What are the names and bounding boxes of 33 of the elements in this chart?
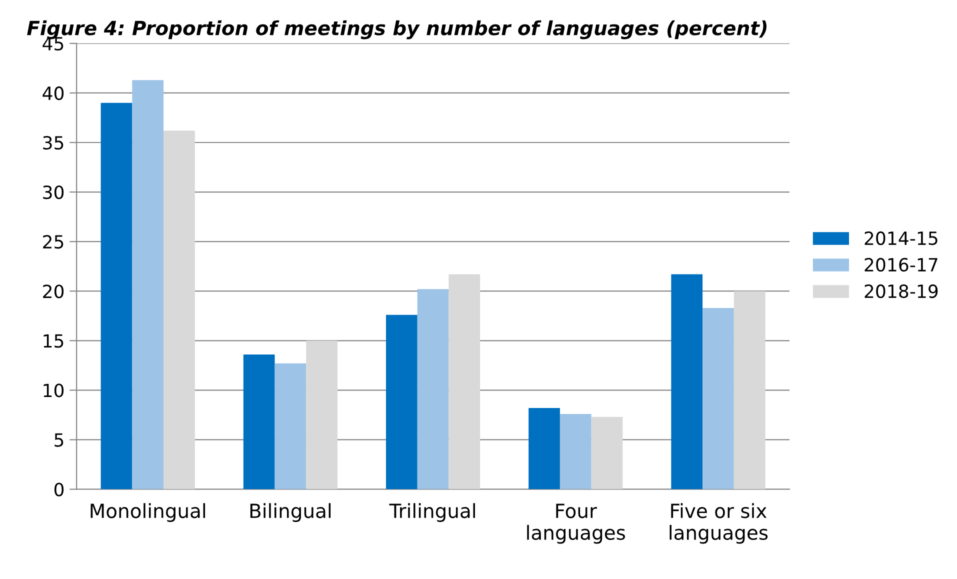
bar bbox=[702, 308, 734, 490]
bar bbox=[671, 274, 703, 490]
y-tick-label: 40 bbox=[42, 86, 64, 100]
y-tick-label: 35 bbox=[43, 136, 64, 150]
x-tick-label: Five or six languages bbox=[670, 503, 768, 544]
bar bbox=[164, 130, 195, 490]
legend-label: 2014-15 bbox=[864, 231, 938, 246]
y-tick-label: 25 bbox=[43, 235, 64, 249]
y-tick-label: 10 bbox=[44, 384, 64, 398]
y-tick-label: 0 bbox=[54, 482, 64, 496]
bar bbox=[274, 363, 306, 490]
bar bbox=[528, 408, 560, 490]
legend-label: 2016-17 bbox=[864, 258, 938, 272]
y-tick-label: 15 bbox=[44, 334, 64, 348]
chart-title: Figure 4: Proportion of meetings by number of languages (percent) bbox=[27, 20, 766, 40]
bar bbox=[100, 102, 132, 490]
bar bbox=[448, 274, 480, 490]
bar bbox=[306, 340, 338, 490]
y-tick-label: 5 bbox=[54, 433, 64, 447]
x-tick-label: Monolingual bbox=[90, 503, 206, 522]
bar bbox=[560, 414, 592, 490]
bar bbox=[591, 416, 623, 490]
legend-label: 2018-19 bbox=[864, 284, 938, 298]
bar bbox=[417, 289, 449, 490]
y-tick-label: 30 bbox=[43, 185, 64, 200]
x-tick-label: Four languages bbox=[527, 504, 626, 544]
x-tick-label: Trilingual bbox=[389, 503, 475, 522]
bar bbox=[386, 314, 418, 490]
bar bbox=[132, 80, 164, 490]
bar bbox=[243, 354, 275, 490]
y-tick-label: 20 bbox=[43, 284, 64, 298]
bar bbox=[734, 291, 766, 490]
x-tick-label: Bilingual bbox=[250, 503, 331, 522]
